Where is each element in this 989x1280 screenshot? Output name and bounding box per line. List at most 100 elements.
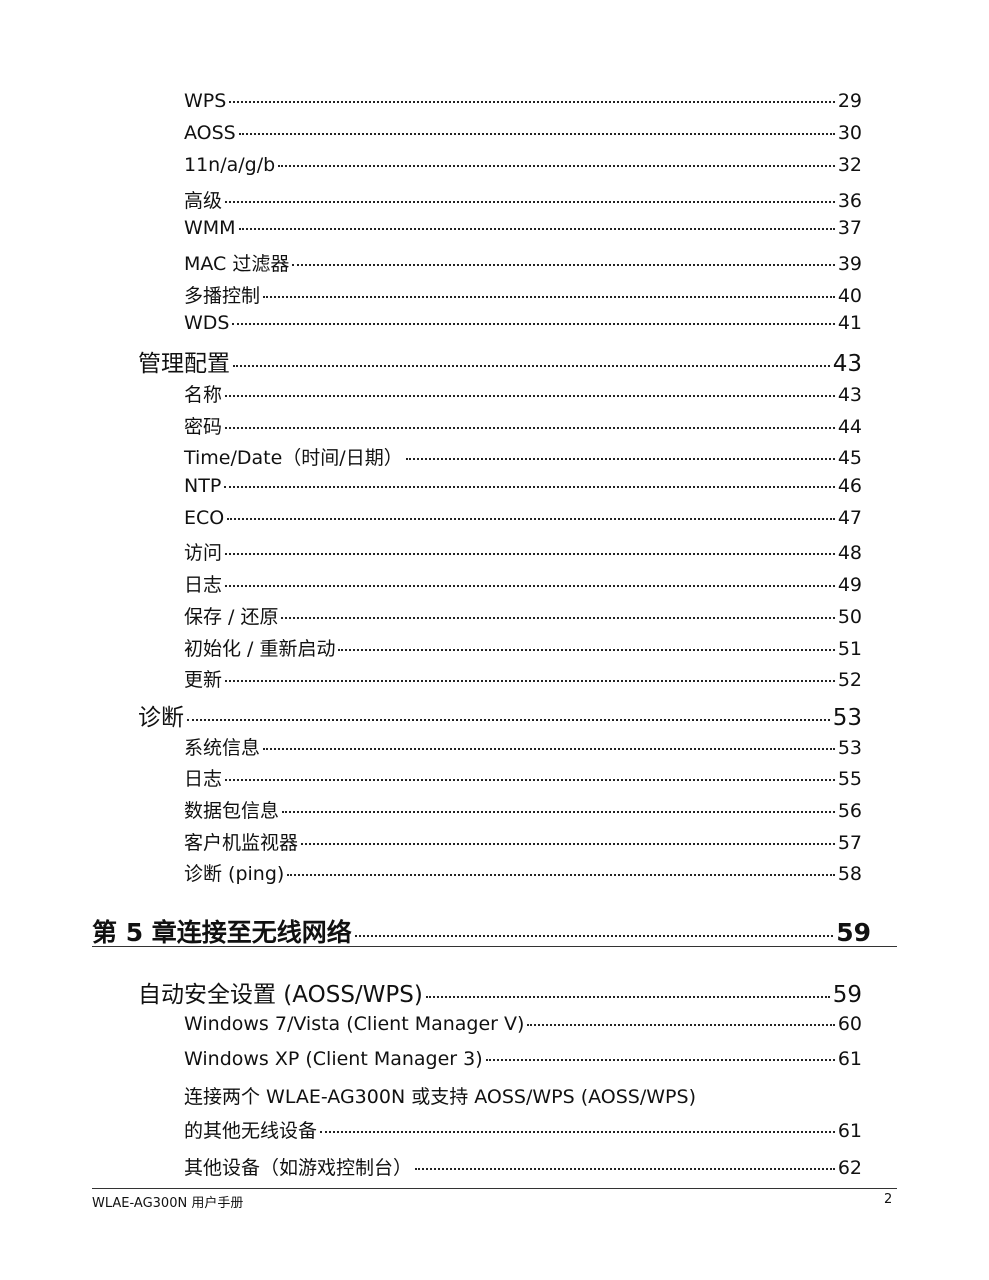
entry-title: 其他设备（如游戏控制台）: [184, 1157, 413, 1179]
entry-title: WDS: [184, 312, 230, 334]
dot-leader: [282, 811, 835, 813]
dot-leader: [232, 323, 835, 325]
dot-leader: [485, 1059, 835, 1061]
dot-leader: [292, 264, 835, 266]
dot-leader: [278, 165, 835, 167]
toc-entry: NTP 46: [184, 475, 862, 497]
entry-title: NTP: [184, 475, 222, 497]
toc-entry: WPS 29: [184, 90, 862, 112]
dot-leader: [238, 228, 835, 230]
dot-leader: [225, 553, 835, 555]
entry-page: 43: [837, 384, 862, 406]
entry-page: 37: [837, 217, 862, 239]
footer-manual: WLAE-AG300N 用户手册: [92, 1196, 244, 1211]
entry-title: 访问: [184, 542, 223, 564]
toc-entry: WMM 37: [184, 217, 862, 239]
entry-title: AOSS: [184, 122, 236, 144]
dot-leader: [287, 874, 835, 876]
entry-page: 32: [837, 154, 862, 176]
toc-entry: 系统信息 53: [184, 733, 862, 760]
dot-leader: [263, 296, 835, 298]
entry-title: 自动安全设置 (AOSS/WPS): [138, 982, 423, 1008]
dot-leader: [227, 518, 835, 520]
chapter-rule: [92, 946, 897, 947]
toc-entry: 保存 / 还原 50: [184, 602, 862, 629]
entry-page: 46: [837, 475, 862, 497]
toc-entry: 高级 36: [184, 186, 862, 213]
toc-entry: 连接两个 WLAE-AG300N 或支持 AOSS/WPS (AOSS/WPS): [184, 1082, 862, 1109]
entry-page: 43: [832, 351, 862, 377]
entry-page: 49: [837, 574, 862, 596]
entry-title: Windows XP (Client Manager 3): [184, 1048, 483, 1070]
dot-leader: [225, 427, 835, 429]
entry-title: 系统信息: [184, 737, 261, 759]
entry-page: 61: [837, 1048, 862, 1070]
entry-title: ECO: [184, 507, 225, 529]
entry-page: 45: [837, 447, 862, 469]
dot-leader: [320, 1131, 835, 1133]
entry-title: 日志: [184, 768, 223, 790]
toc-entry: 日志 55: [184, 764, 862, 791]
entry-title: 初始化 / 重新启动: [184, 638, 336, 660]
entry-page: 41: [837, 312, 862, 334]
footer-page-number: 2: [884, 1192, 893, 1207]
toc-entry: 的其他无线设备 61: [184, 1116, 862, 1143]
toc-entry: 管理配置 43: [138, 344, 862, 378]
entry-page: 40: [837, 285, 862, 307]
dot-leader: [225, 395, 835, 397]
entry-page: 59: [836, 918, 871, 947]
toc-entry: 名称 43: [184, 380, 862, 407]
entry-page: 51: [837, 638, 862, 660]
entry-title: 诊断 (ping): [184, 863, 285, 885]
toc-entry: 日志 49: [184, 570, 862, 597]
entry-page: 61: [837, 1120, 862, 1142]
dot-leader: [187, 719, 830, 721]
entry-page: 52: [837, 669, 862, 691]
entry-title: 的其他无线设备: [184, 1120, 318, 1142]
dot-leader: [281, 617, 835, 619]
entry-title: 日志: [184, 574, 223, 596]
dot-leader: [225, 585, 835, 587]
dot-leader: [225, 201, 835, 203]
entry-title: WMM: [184, 217, 236, 239]
entry-title: 高级: [184, 190, 223, 212]
entry-title: WPS: [184, 90, 227, 112]
entry-title: 客户机监视器: [184, 832, 299, 854]
entry-page: 60: [837, 1013, 862, 1035]
dot-leader: [238, 133, 835, 135]
toc-entry: 诊断 (ping) 58: [184, 859, 862, 886]
entry-page: 30: [837, 122, 862, 144]
toc-entry: 多播控制 40: [184, 281, 862, 308]
toc-entry: 其他设备（如游戏控制台） 62: [184, 1153, 862, 1180]
toc-entry: Windows 7/Vista (Client Manager V) 60: [184, 1013, 862, 1035]
toc-entry: 初始化 / 重新启动 51: [184, 634, 862, 661]
toc-entry: 自动安全设置 (AOSS/WPS) 59: [138, 975, 862, 1009]
dot-leader: [225, 680, 835, 682]
toc-entry: ECO 47: [184, 507, 862, 529]
dot-leader: [233, 365, 830, 367]
entry-page: 57: [837, 832, 862, 854]
entry-title: 诊断: [138, 705, 184, 731]
toc-entry: 数据包信息 56: [184, 796, 862, 823]
entry-page: 50: [837, 606, 862, 628]
toc-entry: 第 5 章连接至无线网络 59: [92, 913, 871, 949]
toc-entry: Windows XP (Client Manager 3) 61: [184, 1048, 862, 1070]
entry-title: 数据包信息: [184, 800, 280, 822]
dot-leader: [301, 843, 835, 845]
entry-title: MAC 过滤器: [184, 253, 290, 275]
toc-entry: 密码 44: [184, 412, 862, 439]
dot-leader: [225, 779, 835, 781]
toc-entry: 客户机监视器 57: [184, 828, 862, 855]
entry-title: 名称: [184, 384, 223, 406]
entry-title: Time/Date（时间/日期）: [184, 447, 403, 469]
entry-page: 39: [837, 253, 862, 275]
toc-entry: Time/Date（时间/日期） 45: [184, 443, 862, 470]
entry-title: 第 5 章连接至无线网络: [92, 918, 352, 947]
dot-leader: [405, 458, 835, 460]
toc-entry: AOSS 30: [184, 122, 862, 144]
dot-leader: [224, 486, 835, 488]
entry-page: 47: [837, 507, 862, 529]
entry-page: 48: [837, 542, 862, 564]
entry-page: 56: [837, 800, 862, 822]
